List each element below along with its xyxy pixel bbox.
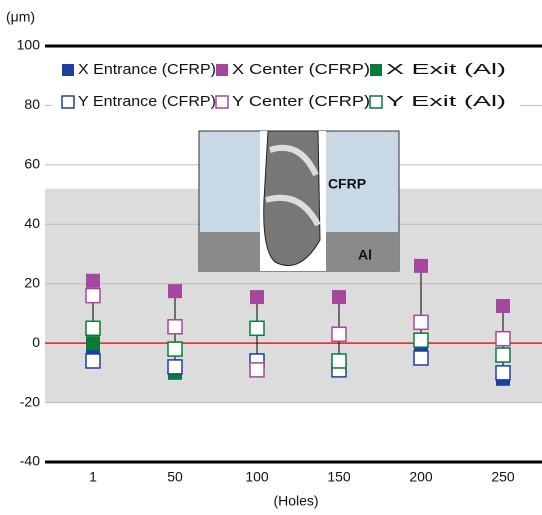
marker [332, 354, 346, 368]
marker [496, 366, 510, 380]
x-tick-label: 100 [245, 469, 269, 485]
y-tick-label: -40 [20, 453, 40, 469]
marker [250, 363, 264, 377]
x-axis-label: (Holes) [273, 493, 318, 509]
marker [86, 321, 100, 335]
legend-label: Y Exit (Al) [386, 93, 506, 110]
legend-swatch [370, 96, 382, 108]
marker [414, 315, 428, 329]
marker [86, 289, 100, 303]
legend-swatch [216, 64, 228, 76]
legend-swatch [370, 64, 382, 76]
marker [496, 348, 510, 362]
marker [168, 360, 182, 374]
legend-label: X Entrance (CFRP) [78, 61, 216, 78]
legend-swatch [62, 96, 74, 108]
legend-swatch [62, 64, 74, 76]
marker [86, 354, 100, 368]
marker [250, 321, 264, 335]
legend-label: Y Entrance (CFRP) [78, 93, 216, 110]
inset-label: Al [358, 247, 372, 263]
legend-label: X Center (CFRP) [232, 61, 370, 78]
marker [168, 342, 182, 356]
inset-image: CFRP Al [199, 131, 399, 271]
y-tick-label: -20 [20, 393, 40, 409]
x-tick-label: 1 [89, 469, 97, 485]
x-tick-label: 250 [491, 469, 515, 485]
marker [86, 274, 100, 288]
inset-label: CFRP [328, 176, 366, 192]
x-tick-label: 50 [167, 469, 183, 485]
marker [86, 336, 100, 350]
y-tick-label: 0 [32, 334, 40, 350]
marker [250, 290, 264, 304]
y-tick-label: 100 [17, 37, 41, 53]
y-tick-label: 60 [24, 156, 40, 172]
marker [414, 333, 428, 347]
y-tick-label: 80 [24, 96, 40, 112]
legend-label: Y Center (CFRP) [232, 93, 370, 110]
legend-swatch [216, 96, 228, 108]
marker [168, 284, 182, 298]
marker [414, 259, 428, 273]
marker [496, 332, 510, 346]
x-tick-label: 200 [409, 469, 433, 485]
marker [332, 327, 346, 341]
y-tick-label: 20 [24, 274, 40, 290]
x-tick-label: 150 [327, 469, 351, 485]
marker [332, 290, 346, 304]
marker [496, 299, 510, 313]
marker [168, 320, 182, 334]
y-axis-label: (μm) [6, 9, 35, 25]
chart: (μm) (Holes) -40-20020406080100150100150… [0, 0, 542, 515]
y-tick-label: 40 [24, 215, 40, 231]
marker [414, 351, 428, 365]
legend-label: X Exit (Al) [386, 61, 506, 78]
